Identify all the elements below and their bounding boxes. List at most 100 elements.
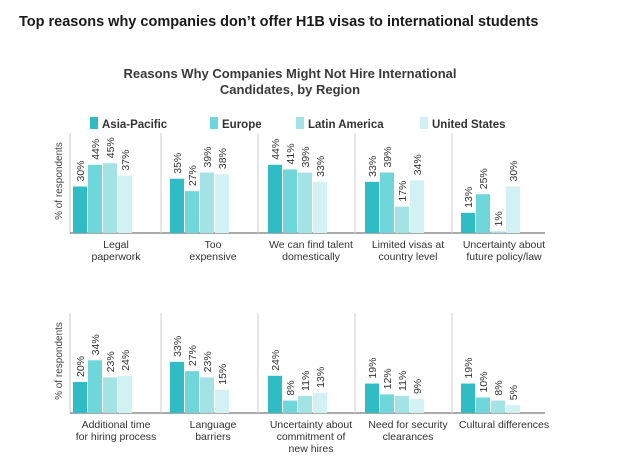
legend-label: Latin America [308, 119, 384, 131]
bar [118, 175, 132, 233]
bar [491, 400, 505, 413]
bar [313, 392, 327, 413]
bar [215, 389, 229, 413]
bar [380, 394, 394, 413]
value-label: 15% [217, 364, 229, 385]
value-label: 23% [105, 351, 117, 372]
value-label: 44% [270, 139, 282, 160]
bar [476, 397, 490, 413]
legend-swatch [420, 117, 428, 129]
bar [395, 395, 409, 413]
value-label: 19% [463, 358, 475, 379]
category-label: Additional time [82, 419, 151, 431]
bar [268, 164, 282, 233]
value-label: 9% [412, 379, 424, 394]
page-header: Top reasons why companies don’t offer H1… [19, 14, 539, 30]
category-label: expensive [189, 251, 236, 263]
bar [283, 169, 297, 233]
legend-swatch [210, 117, 218, 129]
value-label: 24% [120, 350, 132, 371]
bar [73, 186, 87, 233]
legend-label: United States [432, 119, 506, 131]
bar [410, 399, 424, 413]
value-label: 19% [367, 358, 379, 379]
category-label: barriers [195, 431, 231, 443]
category-label: for hiring process [76, 431, 157, 443]
chart-title: Reasons Why Companies Might Not Hire Int… [80, 66, 500, 98]
bar [185, 371, 199, 413]
bar [410, 180, 424, 233]
category-label: commitment of [277, 431, 346, 443]
value-label: 30% [75, 160, 87, 181]
legend-item-europe: Europe [210, 117, 262, 131]
bar [283, 400, 297, 413]
chart-title-line-1: Reasons Why Companies Might Not Hire Int… [123, 66, 457, 81]
category-label: new hires [289, 443, 334, 455]
bar [103, 377, 117, 413]
legend-label: Asia-Pacific [102, 119, 168, 131]
value-label: 33% [172, 336, 184, 357]
bar [118, 375, 132, 413]
category-label: Language [190, 419, 237, 431]
bar [88, 164, 102, 233]
bar [200, 377, 214, 413]
category-label: Limited visas at [372, 239, 444, 251]
value-label: 13% [463, 187, 475, 208]
value-label: 23% [202, 351, 214, 372]
value-label: 27% [187, 165, 199, 186]
legend-swatch [296, 117, 304, 129]
bar [461, 212, 475, 233]
value-label: 5% [508, 385, 520, 400]
value-label: 10% [478, 371, 490, 392]
value-label: 8% [285, 380, 297, 395]
bar [268, 375, 282, 413]
bar [200, 172, 214, 233]
value-label: 45% [105, 137, 117, 158]
category-label: Cultural differences [459, 419, 549, 431]
y-axis-label: % of respondents [54, 142, 65, 220]
value-label: 44% [90, 139, 102, 160]
bar [170, 361, 184, 413]
value-label: 35% [172, 153, 184, 174]
category-label: Uncertainty about [463, 239, 545, 251]
value-label: 39% [300, 147, 312, 168]
bar [73, 382, 87, 413]
value-label: 38% [217, 148, 229, 169]
value-label: 30% [508, 160, 520, 181]
category-label: country level [379, 251, 438, 263]
chart-title-line-2: Candidates, by Region [219, 82, 361, 97]
value-label: 39% [382, 147, 394, 168]
value-label: 41% [285, 143, 297, 164]
category-label: We can find talent [269, 239, 353, 251]
bar [491, 231, 505, 233]
bar [380, 172, 394, 233]
value-label: 17% [397, 181, 409, 202]
value-label: 25% [478, 168, 490, 189]
value-label: 27% [187, 345, 199, 366]
bar [88, 360, 102, 413]
bar [170, 178, 184, 233]
value-label: 39% [202, 147, 214, 168]
value-label: 33% [315, 156, 327, 177]
bar [506, 186, 520, 233]
value-label: 12% [382, 368, 394, 389]
legend-label: Europe [222, 119, 262, 131]
bar [215, 174, 229, 233]
value-label: 1% [493, 211, 505, 226]
bar [365, 383, 379, 413]
value-label: 13% [315, 367, 327, 388]
bar [298, 172, 312, 233]
category-label: clearances [383, 431, 434, 443]
category-label: future policy/law [466, 251, 542, 263]
value-label: 24% [270, 350, 282, 371]
bar [395, 206, 409, 233]
bar [461, 383, 475, 413]
legend-item-latin-america: Latin America [296, 117, 384, 131]
value-label: 8% [493, 380, 505, 395]
value-label: 33% [367, 156, 379, 177]
category-label: domestically [282, 251, 341, 263]
bar [365, 181, 379, 233]
value-label: 11% [397, 371, 409, 391]
bar [313, 181, 327, 233]
